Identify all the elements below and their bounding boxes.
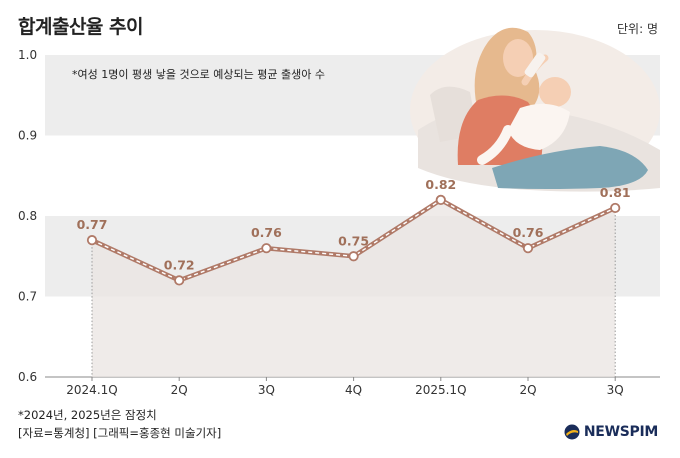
y-tick-label: 0.6 [18,370,37,384]
series-area [92,199,616,377]
data-label: 0.72 [164,257,195,272]
data-point [261,243,272,254]
data-point [435,194,446,205]
chart-annotation: *여성 1명이 평생 낳을 것으로 예상되는 평균 출생아 수 [72,68,325,81]
data-point [610,202,621,214]
x-tick-label: 2Q [519,383,536,397]
x-tick-label: 3Q [607,383,624,397]
data-label: 0.76 [251,225,282,240]
unit-label: 단위: 명 [617,22,658,36]
y-tick-label: 0.7 [18,290,37,304]
x-tick-label: 2025.1Q [415,383,466,397]
footnote-source: [자료=통계청] [그래픽=홍종현 미술기자] [18,426,222,440]
data-point [174,275,185,286]
data-label: 0.75 [338,233,369,248]
newspim-logo-text: NEWSPIM [583,424,658,440]
newspim-logo: NEWSPIM [564,424,658,440]
chart-title: 합계출산율 추이 [18,16,143,38]
x-tick-label: 4Q [345,383,362,397]
data-point [348,251,359,262]
y-tick-label: 0.8 [18,209,37,223]
data-label: 0.77 [77,217,108,232]
footnote-provisional: *2024년, 2025년은 잠정치 [18,408,157,422]
newspim-logo-icon [564,424,580,440]
x-tick-label: 2024.1Q [66,383,117,397]
data-label: 0.76 [513,225,544,240]
data-label: 0.82 [425,177,456,192]
x-tick-label: 2Q [171,383,188,397]
x-tick-label: 3Q [258,383,275,397]
data-label: 0.81 [600,185,631,200]
y-tick-label: 1.0 [18,48,37,62]
y-tick-label: 0.9 [18,129,37,143]
data-point [86,235,98,246]
data-point [522,243,534,254]
mother-feeding-baby-illustration [410,27,660,192]
